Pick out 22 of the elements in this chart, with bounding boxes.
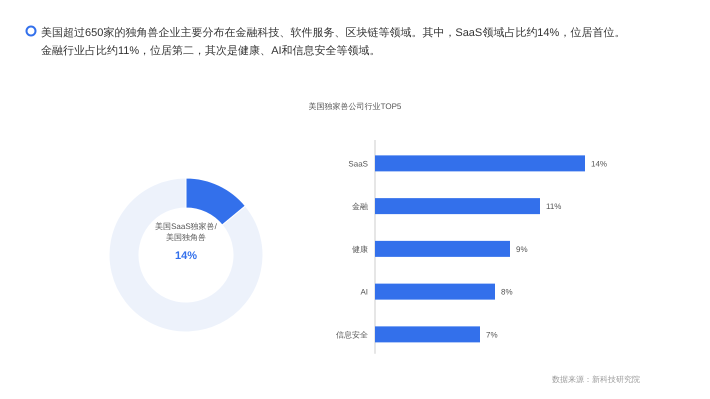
y-tick-label: SaaS — [348, 159, 368, 168]
y-tick-label: AI — [360, 288, 368, 297]
text: 14% — [174, 250, 198, 262]
donut-slice — [108, 178, 264, 332]
bar — [375, 198, 540, 214]
chart-title: 美国独家兽公司行业TOP5 — [308, 102, 402, 111]
y-tick-label: 金融 — [352, 202, 368, 212]
data-label: 8% — [501, 288, 513, 297]
data-label: 14% — [591, 159, 608, 168]
text: 美国超过650家的独角兽企业主要分布在金融科技、软件服务、区块链等领域。其中，SaaS领域占比约14%，位居首位。 — [41, 26, 626, 39]
bar — [375, 155, 585, 172]
data-label: 7% — [486, 330, 498, 340]
data-label: 9% — [516, 244, 528, 254]
bar — [375, 284, 495, 300]
y-tick-label: 健康 — [352, 244, 368, 254]
bar — [375, 326, 480, 342]
text: 美国SaaS独家兽/美国独角兽 — [155, 222, 218, 242]
y-tick-label: 信息安全 — [336, 330, 368, 340]
data-label: 11% — [546, 202, 562, 212]
text: 金融行业占比约11%，位居第二，其次是健康、AI和信息安全等领域。 — [41, 44, 381, 57]
source-note: 数据来源：新科技研究院 — [552, 375, 640, 384]
bar — [375, 240, 510, 257]
